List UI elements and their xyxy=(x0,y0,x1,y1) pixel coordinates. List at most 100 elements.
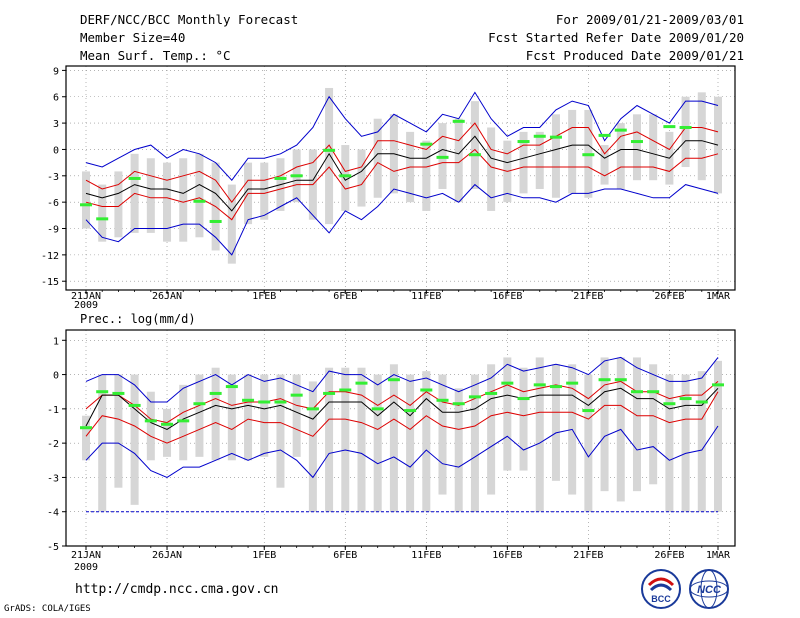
spread-bar xyxy=(503,357,512,471)
spread-bar xyxy=(227,184,236,264)
spread-bar xyxy=(389,364,398,512)
observed-marker xyxy=(582,409,595,413)
spread-bar xyxy=(357,367,366,512)
spread-bar xyxy=(260,162,269,220)
observed-marker xyxy=(566,381,579,385)
spread-bar xyxy=(114,171,123,238)
min-line xyxy=(85,183,719,256)
observed-marker xyxy=(712,383,724,387)
x-tick-label: 26JAN xyxy=(152,550,182,561)
observed-marker xyxy=(695,400,708,404)
y-tick-label: -3 xyxy=(47,473,59,484)
panel-title: Prec.: log(mm/d) xyxy=(80,312,196,326)
y-tick-label: -15 xyxy=(41,277,59,288)
observed-marker xyxy=(630,390,643,394)
observed-marker xyxy=(209,219,222,223)
variable-label: Mean Surf. Temp.: °C xyxy=(80,48,231,63)
observed-marker xyxy=(436,398,449,402)
x-tick-label: 16FEB xyxy=(492,291,522,302)
observed-marker xyxy=(193,402,206,406)
observed-marker xyxy=(485,391,498,395)
spread-bar xyxy=(649,364,658,485)
observed-marker xyxy=(96,217,109,221)
x-tick-label: 11FEB xyxy=(411,550,441,561)
min-line xyxy=(85,425,719,479)
observed-marker xyxy=(96,390,109,394)
observed-marker xyxy=(290,393,303,397)
spread-bar xyxy=(616,123,625,189)
observed-marker xyxy=(647,390,660,394)
spread-bar xyxy=(551,364,560,481)
lower-quartile-line xyxy=(85,148,719,221)
ncc-logo-text: NCC xyxy=(697,584,722,596)
spread-bar xyxy=(600,357,609,492)
x-tick-label: 1FEB xyxy=(252,550,276,561)
observed-marker xyxy=(420,388,433,392)
spread-bar xyxy=(632,357,641,492)
upper-quartile-line xyxy=(85,380,719,424)
spread-bar xyxy=(163,408,172,457)
spread-bar xyxy=(82,171,90,229)
spread-bar xyxy=(341,367,350,512)
observed-marker xyxy=(80,426,92,430)
spread-bar xyxy=(308,381,317,512)
observed-marker xyxy=(209,391,222,395)
y-tick-label: 0 xyxy=(53,371,59,382)
produced-date: Fcst Produced Date 2009/01/21 xyxy=(525,48,744,63)
observed-marker xyxy=(501,381,514,385)
y-tick-label: 1 xyxy=(53,336,59,347)
spread-bar xyxy=(714,360,722,512)
observed-marker xyxy=(258,400,271,404)
x-tick-label: 26JAN xyxy=(152,291,182,302)
observed-marker xyxy=(177,419,190,423)
spread-bar xyxy=(438,374,447,495)
observed-marker xyxy=(323,148,336,152)
observed-marker xyxy=(614,378,627,382)
x-tick-label: 11FEB xyxy=(411,291,441,302)
observed-marker xyxy=(274,400,287,404)
source-url[interactable]: http://cmdp.ncc.cma.gov.cn xyxy=(75,582,279,597)
observed-marker xyxy=(387,378,400,382)
spread-bar xyxy=(649,114,658,181)
spread-bar xyxy=(98,184,107,242)
spread-bar xyxy=(130,374,139,505)
observed-marker xyxy=(112,391,125,395)
observed-marker xyxy=(339,174,352,178)
spread-bar xyxy=(697,92,706,181)
observed-marker xyxy=(517,397,530,401)
spread-bar xyxy=(681,374,690,512)
forecast-period: For 2009/01/21-2009/03/01 xyxy=(555,12,744,27)
plot-frame xyxy=(65,65,736,291)
spread-bar xyxy=(114,374,123,488)
spread-bar xyxy=(211,367,220,461)
spread-bar xyxy=(179,384,188,461)
spread-bar xyxy=(357,149,366,207)
y-tick-label: -12 xyxy=(41,251,59,262)
plot-frame xyxy=(65,329,736,547)
spread-bar xyxy=(260,374,269,457)
x-tick-label: 6FEB xyxy=(333,550,357,561)
observed-marker xyxy=(161,422,174,426)
spread-bar xyxy=(195,153,204,238)
spread-bar xyxy=(454,118,463,203)
y-tick-label: -3 xyxy=(47,172,59,183)
spread-bar xyxy=(244,374,253,461)
spread-bar xyxy=(584,374,593,512)
x-tick-label: 21FEB xyxy=(573,550,603,561)
observed-marker xyxy=(128,176,141,180)
spread-bar xyxy=(82,415,90,461)
observed-marker xyxy=(663,125,676,129)
spread-bar xyxy=(227,374,236,461)
started-date: Fcst Started Refer Date 2009/01/20 xyxy=(488,30,744,45)
panel-2: 1 0 -1 -2 -3 -4 -5 21JAN 26JAN 1FEB 6FEB 11FEB 16FEB… xyxy=(47,312,736,573)
spread-bar xyxy=(665,374,674,512)
observed-marker xyxy=(371,407,384,411)
observed-marker xyxy=(242,398,255,402)
observed-marker xyxy=(533,134,546,138)
observed-marker xyxy=(582,153,595,157)
spread-bar xyxy=(422,371,431,512)
y-tick-label: -9 xyxy=(47,225,59,236)
chart-title: DERF/NCC/BCC Monthly Forecast xyxy=(80,12,299,27)
spread-bar xyxy=(681,96,690,168)
lower-quartile-line xyxy=(85,391,719,444)
